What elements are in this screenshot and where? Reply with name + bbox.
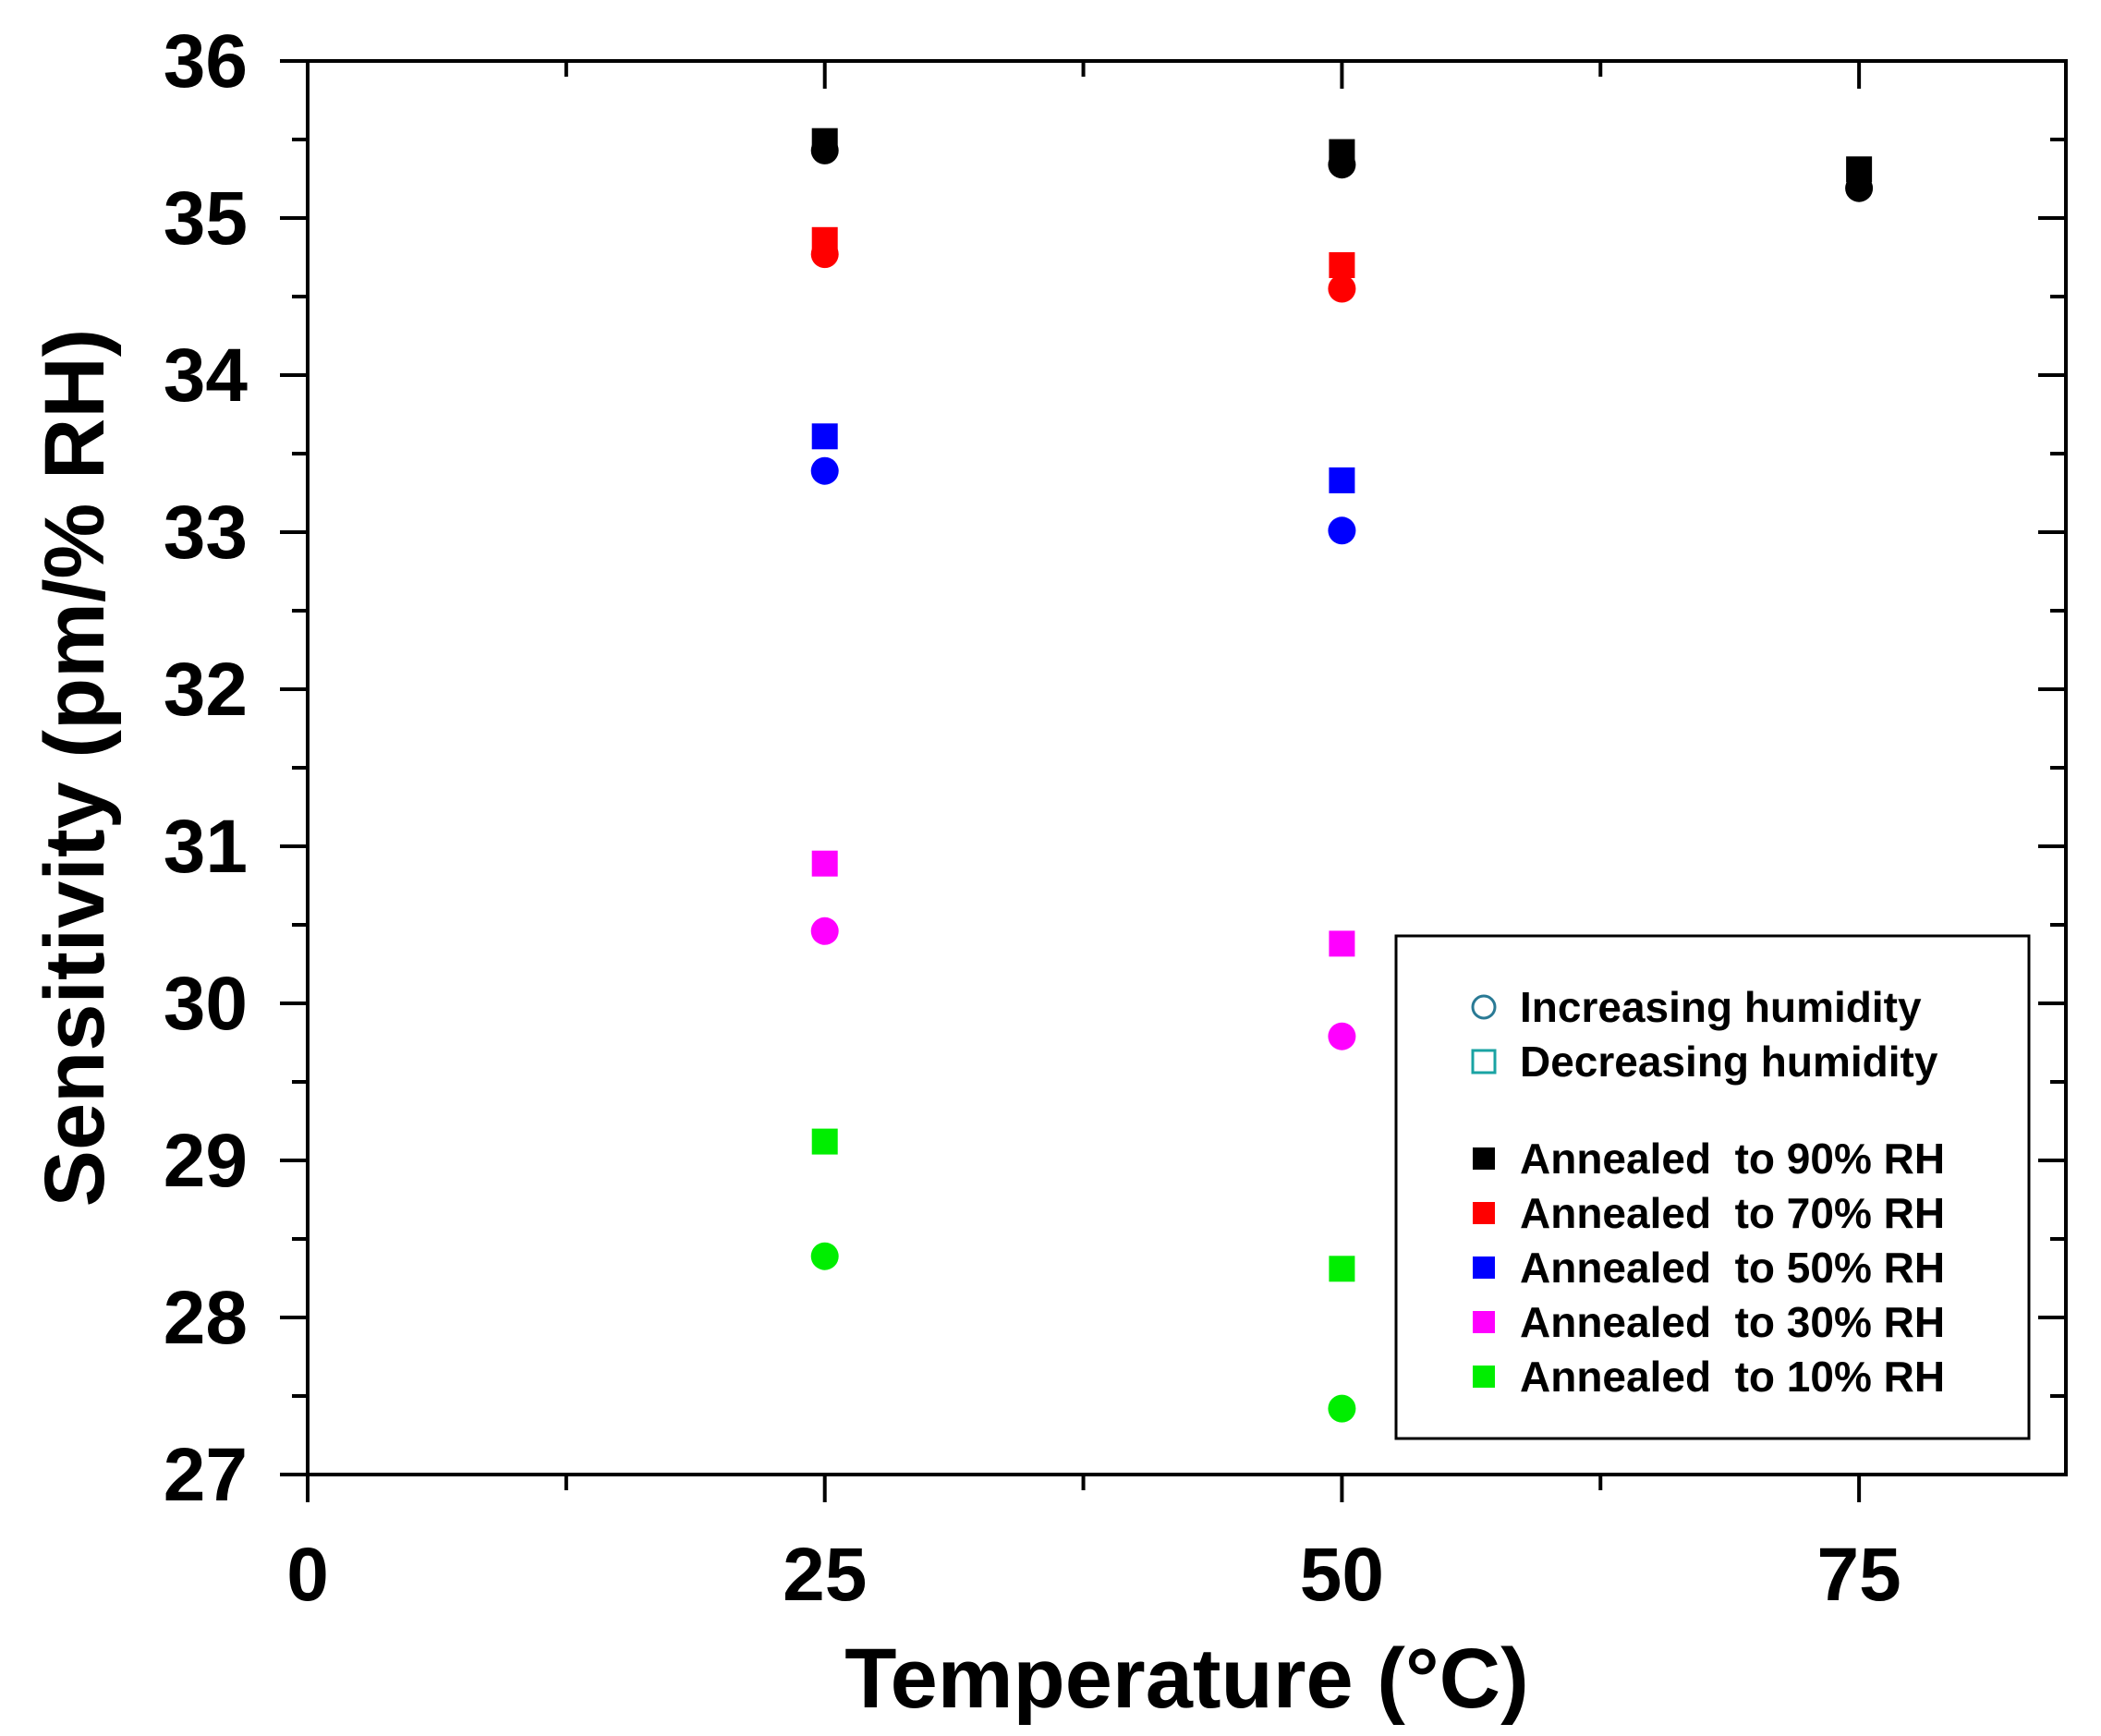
y-tick-label: 28 [164, 1276, 248, 1360]
point-decreasing [1329, 1256, 1355, 1282]
point-increasing [1845, 174, 1874, 202]
y-axis-tick-labels: 27 28 29 30 31 32 33 34 35 36 [164, 19, 249, 1517]
y-tick-label: 32 [164, 648, 248, 732]
point-decreasing [1329, 252, 1355, 278]
x-axis-tick-labels: 0 25 50 75 [286, 1533, 1901, 1617]
legend-marker-label: Decreasing humidity [1520, 1038, 1938, 1086]
legend-swatch-icon [1473, 1366, 1495, 1388]
legend-marker-label: Increasing humidity [1520, 983, 1922, 1031]
legend-series-label: Annealed to 90% RH [1520, 1135, 1945, 1183]
legend-series-label: Annealed to 10% RH [1520, 1353, 1945, 1401]
legend-circle-icon [1471, 994, 1497, 1020]
point-decreasing [811, 850, 838, 877]
legend-series-label: Annealed to 50% RH [1520, 1244, 1945, 1292]
legend-box [1394, 934, 2031, 1440]
point-increasing [1328, 516, 1356, 545]
point-increasing [1328, 274, 1356, 303]
y-tick-label: 29 [164, 1119, 248, 1203]
x-axis-title: Temperature (°C) [844, 1632, 1529, 1726]
point-increasing [1328, 1394, 1356, 1423]
point-increasing [810, 917, 839, 945]
point-increasing [810, 1242, 839, 1270]
legend-swatch-icon [1473, 1311, 1495, 1333]
point-decreasing [811, 423, 838, 450]
point-decreasing [1329, 930, 1355, 957]
x-tick-label: 50 [1300, 1533, 1384, 1617]
y-tick-label: 30 [164, 962, 248, 1046]
y-tick-label: 33 [164, 491, 248, 575]
data-points [810, 127, 1874, 1423]
legend-swatch-icon [1473, 1256, 1495, 1279]
point-increasing [1328, 151, 1356, 179]
point-increasing [1328, 1022, 1356, 1050]
x-tick-label: 75 [1817, 1533, 1901, 1617]
x-tick-label: 0 [286, 1533, 329, 1617]
legend-series-label: Annealed to 30% RH [1520, 1298, 1945, 1346]
legend-swatch-icon [1473, 1202, 1495, 1224]
point-increasing [810, 240, 839, 269]
point-increasing [810, 456, 839, 485]
y-tick-label: 35 [164, 176, 248, 261]
legend-swatch-icon [1473, 1147, 1495, 1170]
y-tick-label: 36 [164, 19, 248, 103]
y-tick-label: 34 [164, 334, 249, 418]
y-axis-title: Sensitivity (pm/% RH) [28, 329, 122, 1208]
x-tick-label: 25 [783, 1533, 867, 1617]
point-increasing [810, 136, 839, 164]
legend: Increasing humidity Decreasing humidity An… [1394, 934, 2031, 1440]
y-axis-ticks [280, 59, 2066, 1476]
point-decreasing [811, 1128, 838, 1155]
x-axis-ticks [306, 61, 1862, 1502]
y-tick-label: 31 [164, 805, 248, 889]
legend-series-label: Annealed to 70% RH [1520, 1189, 1945, 1237]
point-decreasing [1329, 467, 1355, 493]
y-tick-label: 27 [164, 1433, 248, 1517]
legend-square-icon [1471, 1049, 1497, 1074]
